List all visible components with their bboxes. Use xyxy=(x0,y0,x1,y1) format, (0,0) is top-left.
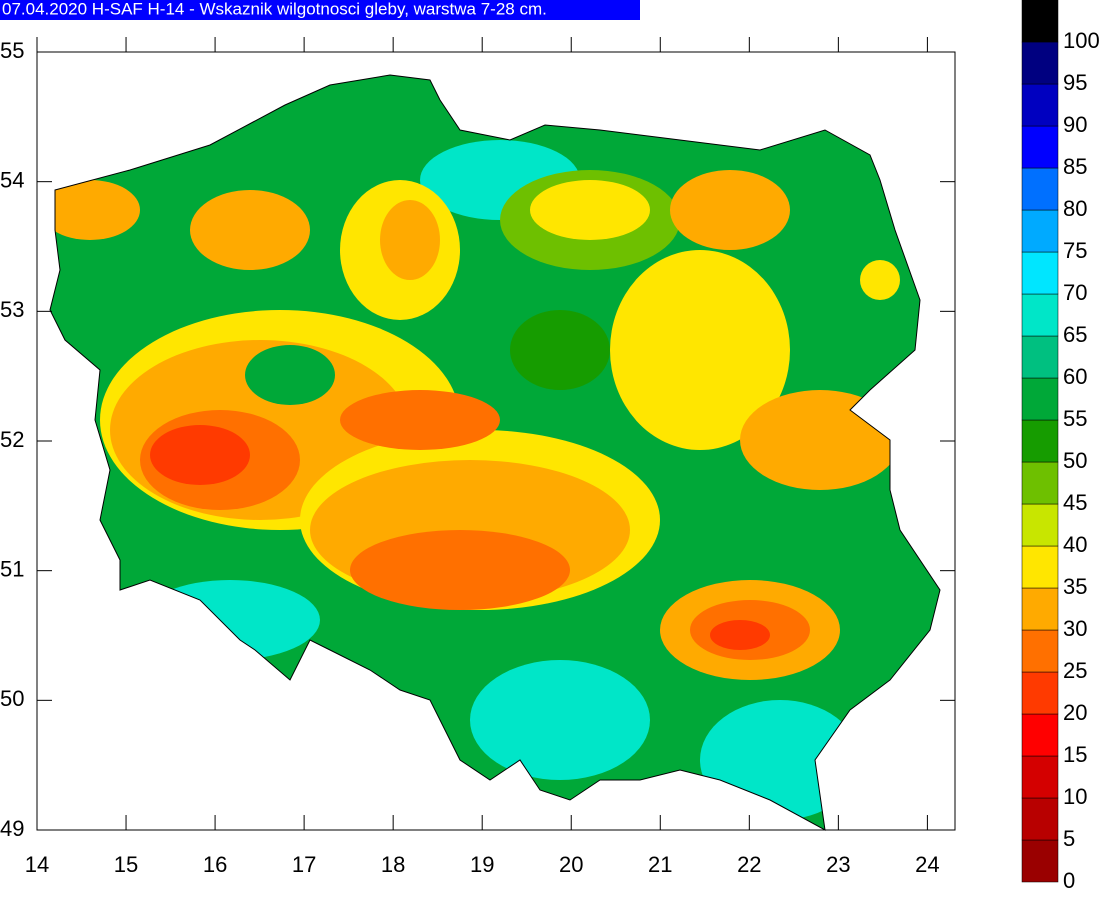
colorbar-segment xyxy=(1021,839,1059,883)
y-tick-label: 51 xyxy=(0,556,24,581)
colorbar-segment xyxy=(1021,0,1059,43)
x-tick-label: 18 xyxy=(381,852,405,877)
colorbar-label: 10 xyxy=(1063,784,1087,809)
colorbar-segment xyxy=(1021,335,1059,379)
colorbar-segment xyxy=(1021,587,1059,631)
x-tick-label: 24 xyxy=(915,852,939,877)
title: 07.04.2020 H-SAF H-14 - Wskaznik wilgotn… xyxy=(2,0,547,18)
colorbar-label: 35 xyxy=(1063,574,1087,599)
colorbar-label: 50 xyxy=(1063,448,1087,473)
x-tick-label: 19 xyxy=(470,852,494,877)
colorbar-label: 20 xyxy=(1063,700,1087,725)
colorbar-label: 60 xyxy=(1063,364,1087,389)
x-tick-label: 22 xyxy=(737,852,761,877)
x-tick-label: 14 xyxy=(25,852,49,877)
colorbar-segment xyxy=(1021,461,1059,505)
colorbar-segment xyxy=(1021,167,1059,211)
colorbar-label: 95 xyxy=(1063,70,1087,95)
colorbar-segment xyxy=(1021,83,1059,127)
y-tick-label: 55 xyxy=(0,38,24,63)
x-tick-label: 15 xyxy=(114,852,138,877)
colorbar-label: 15 xyxy=(1063,742,1087,767)
colorbar-label: 70 xyxy=(1063,280,1087,305)
y-tick-label: 49 xyxy=(0,816,24,841)
colorbar-label: 0 xyxy=(1063,868,1075,893)
colorbar-label: 25 xyxy=(1063,658,1087,683)
colorbar-segment xyxy=(1021,209,1059,253)
colorbar-segment xyxy=(1021,629,1059,673)
y-tick-label: 54 xyxy=(0,167,24,192)
colorbar-segment xyxy=(1021,671,1059,715)
colorbar-segment xyxy=(1021,41,1059,85)
colorbar-segment xyxy=(1021,377,1059,421)
y-tick-label: 53 xyxy=(0,297,24,322)
colorbar-segment xyxy=(1021,503,1059,547)
x-tick-label: 23 xyxy=(826,852,850,877)
country-border xyxy=(49,74,941,831)
colorbar-label: 85 xyxy=(1063,154,1087,179)
soil-moisture-field xyxy=(50,75,940,830)
colorbar-label: 65 xyxy=(1063,322,1087,347)
colorbar-label: 45 xyxy=(1063,490,1087,515)
colorbar-label: 80 xyxy=(1063,196,1087,221)
colorbar-label: 5 xyxy=(1063,826,1075,851)
x-tick-label: 17 xyxy=(292,852,316,877)
x-tick-label: 20 xyxy=(559,852,583,877)
colorbar-label: 90 xyxy=(1063,112,1087,137)
x-tick-label: 16 xyxy=(203,852,227,877)
colorbar-label: 100 xyxy=(1063,28,1100,53)
x-tick-label: 21 xyxy=(648,852,672,877)
colorbar-segment xyxy=(1021,293,1059,337)
colorbar-label: 40 xyxy=(1063,532,1087,557)
colorbar-segment xyxy=(1021,251,1059,295)
colorbar-segment xyxy=(1021,125,1059,169)
colorbar-segment xyxy=(1021,419,1059,463)
colorbar-segment xyxy=(1021,545,1059,589)
colorbar-segment xyxy=(1021,797,1059,841)
colorbar-label: 30 xyxy=(1063,616,1087,641)
y-tick-label: 52 xyxy=(0,427,24,452)
title-background xyxy=(0,0,640,20)
colorbar-label: 75 xyxy=(1063,238,1087,263)
colorbar-label: 55 xyxy=(1063,406,1087,431)
y-tick-label: 50 xyxy=(0,686,24,711)
colorbar-segment xyxy=(1021,755,1059,799)
colorbar-segment xyxy=(1021,713,1059,757)
